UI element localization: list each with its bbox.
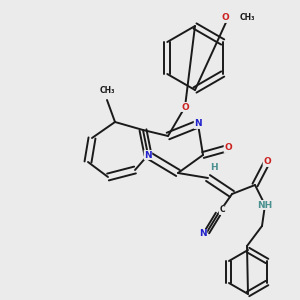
Text: O: O	[181, 103, 189, 112]
Text: O: O	[224, 143, 232, 152]
Text: N: N	[194, 119, 202, 128]
Text: O: O	[263, 158, 271, 166]
Text: O: O	[221, 14, 229, 22]
Text: N: N	[199, 230, 207, 238]
Text: N: N	[144, 151, 152, 160]
Text: CH₃: CH₃	[99, 86, 115, 95]
Text: C: C	[219, 206, 225, 214]
Text: NH: NH	[257, 200, 273, 209]
Text: H: H	[210, 163, 218, 172]
Text: CH₃: CH₃	[240, 14, 256, 22]
